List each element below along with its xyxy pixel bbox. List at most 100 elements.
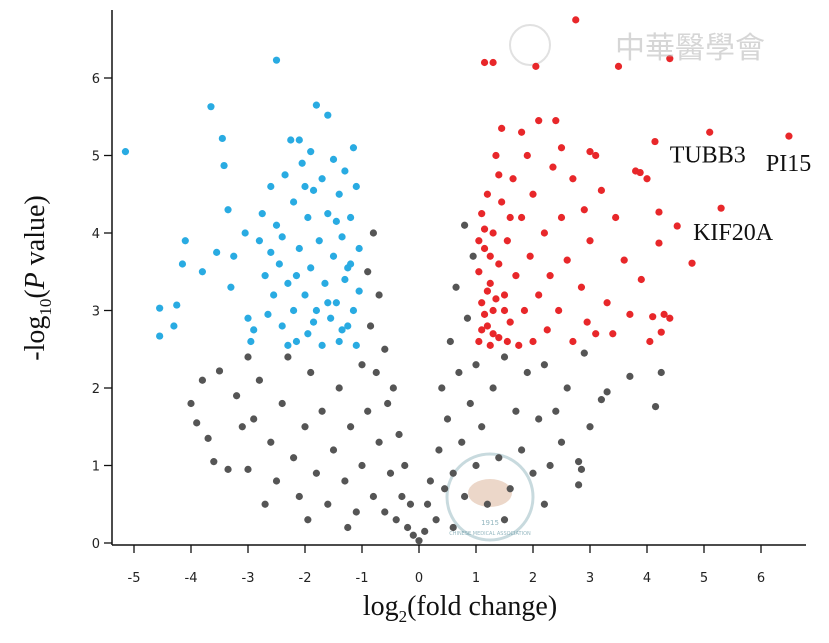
data-point-ns bbox=[329, 446, 338, 454]
data-point-ns bbox=[626, 372, 634, 380]
data-point-down bbox=[290, 198, 298, 206]
data-point-ns bbox=[267, 438, 275, 446]
data-point-ns bbox=[375, 438, 383, 446]
data-point-ns bbox=[432, 516, 440, 524]
data-point-down bbox=[230, 252, 238, 260]
data-point-down bbox=[224, 206, 232, 214]
data-point-down bbox=[272, 221, 281, 229]
data-point-ns bbox=[318, 407, 326, 415]
data-point-ns bbox=[301, 423, 309, 431]
data-point-up bbox=[492, 151, 500, 160]
data-point-ns bbox=[381, 345, 389, 353]
data-point-ns bbox=[523, 368, 531, 377]
y-tick-label: 3 bbox=[92, 305, 100, 320]
data-point-ns bbox=[244, 353, 252, 361]
data-point-up bbox=[503, 237, 511, 245]
data-point-down bbox=[244, 314, 252, 322]
data-point-ns bbox=[366, 322, 375, 330]
data-point-down bbox=[218, 134, 226, 143]
data-point-down bbox=[324, 299, 332, 307]
data-point-up bbox=[480, 225, 489, 233]
y-tick-label: 2 bbox=[92, 382, 100, 397]
data-point-down bbox=[156, 304, 164, 312]
data-point-ns bbox=[384, 399, 392, 408]
data-point-ns bbox=[535, 415, 543, 423]
data-point-ns bbox=[552, 407, 560, 415]
data-point-up bbox=[609, 330, 617, 338]
data-point-down bbox=[312, 101, 320, 109]
data-point-down bbox=[318, 341, 326, 349]
data-point-down bbox=[341, 167, 349, 175]
data-point-up bbox=[498, 124, 506, 132]
data-point-down bbox=[349, 306, 358, 315]
data-point-ns bbox=[341, 477, 349, 485]
data-point-up bbox=[515, 341, 523, 349]
data-point-up bbox=[583, 318, 591, 326]
data-point-down bbox=[121, 148, 130, 156]
data-point-ns bbox=[540, 500, 549, 508]
data-point-up bbox=[549, 163, 557, 171]
data-point-ns bbox=[495, 454, 503, 462]
data-point-ns bbox=[404, 523, 412, 532]
data-point-ns bbox=[372, 368, 380, 377]
data-point-down bbox=[301, 291, 309, 299]
data-point-ns bbox=[563, 384, 571, 392]
data-point-up bbox=[557, 144, 566, 152]
data-point-up bbox=[520, 306, 529, 315]
data-point-up bbox=[577, 283, 586, 291]
data-point-ns bbox=[423, 500, 432, 508]
data-point-up bbox=[475, 237, 483, 245]
data-point-ns bbox=[557, 438, 566, 446]
data-point-ns bbox=[575, 481, 583, 489]
data-point-down bbox=[338, 326, 346, 334]
data-point-down bbox=[227, 283, 235, 291]
x-tick-label: 0 bbox=[415, 571, 423, 586]
y-tick-label: 5 bbox=[92, 150, 100, 165]
data-point-down bbox=[207, 103, 215, 111]
data-point-up bbox=[475, 268, 483, 276]
gene-label: KIF20A bbox=[693, 220, 774, 246]
data-point-ns bbox=[458, 438, 466, 446]
data-point-up bbox=[489, 330, 497, 338]
data-point-down bbox=[344, 264, 352, 272]
data-point-ns bbox=[415, 537, 423, 545]
x-tick-label: -4 bbox=[185, 571, 198, 586]
x-axis-label: log2(fold change) bbox=[363, 591, 557, 626]
data-point-up bbox=[636, 168, 644, 177]
data-point-down bbox=[321, 279, 329, 287]
data-point-ns bbox=[586, 423, 594, 431]
data-point-down bbox=[290, 306, 298, 315]
data-point-down bbox=[278, 233, 286, 241]
x-tick-label: 2 bbox=[529, 571, 537, 586]
data-point-down bbox=[255, 237, 263, 245]
data-point-down bbox=[332, 299, 340, 307]
data-point-ns bbox=[441, 485, 449, 493]
data-point-down bbox=[304, 330, 312, 338]
data-point-up bbox=[546, 272, 554, 280]
data-point-down bbox=[173, 301, 181, 309]
data-point-ns bbox=[446, 337, 454, 346]
data-point-down bbox=[309, 318, 318, 326]
data-point-up bbox=[486, 279, 494, 287]
data-point-ns bbox=[284, 353, 292, 361]
x-tick-label: 4 bbox=[643, 571, 651, 586]
data-point-ns bbox=[261, 500, 269, 508]
data-point-down bbox=[324, 111, 332, 119]
data-point-ns bbox=[358, 361, 366, 369]
data-point-down bbox=[295, 244, 303, 253]
data-point-up bbox=[486, 252, 494, 260]
data-point-up bbox=[643, 175, 651, 183]
data-point-up bbox=[489, 58, 497, 67]
data-point-ns bbox=[518, 446, 526, 454]
data-point-down bbox=[278, 322, 286, 330]
data-point-down bbox=[327, 314, 335, 322]
data-point-up bbox=[586, 237, 594, 245]
data-point-down bbox=[198, 268, 206, 276]
data-point-ns bbox=[603, 388, 611, 396]
data-point-ns bbox=[193, 419, 201, 427]
x-tick-label: -5 bbox=[128, 571, 141, 586]
data-point-ns bbox=[449, 469, 457, 477]
data-point-ns bbox=[347, 423, 355, 431]
data-point-down bbox=[295, 136, 303, 144]
data-point-up bbox=[475, 337, 483, 346]
